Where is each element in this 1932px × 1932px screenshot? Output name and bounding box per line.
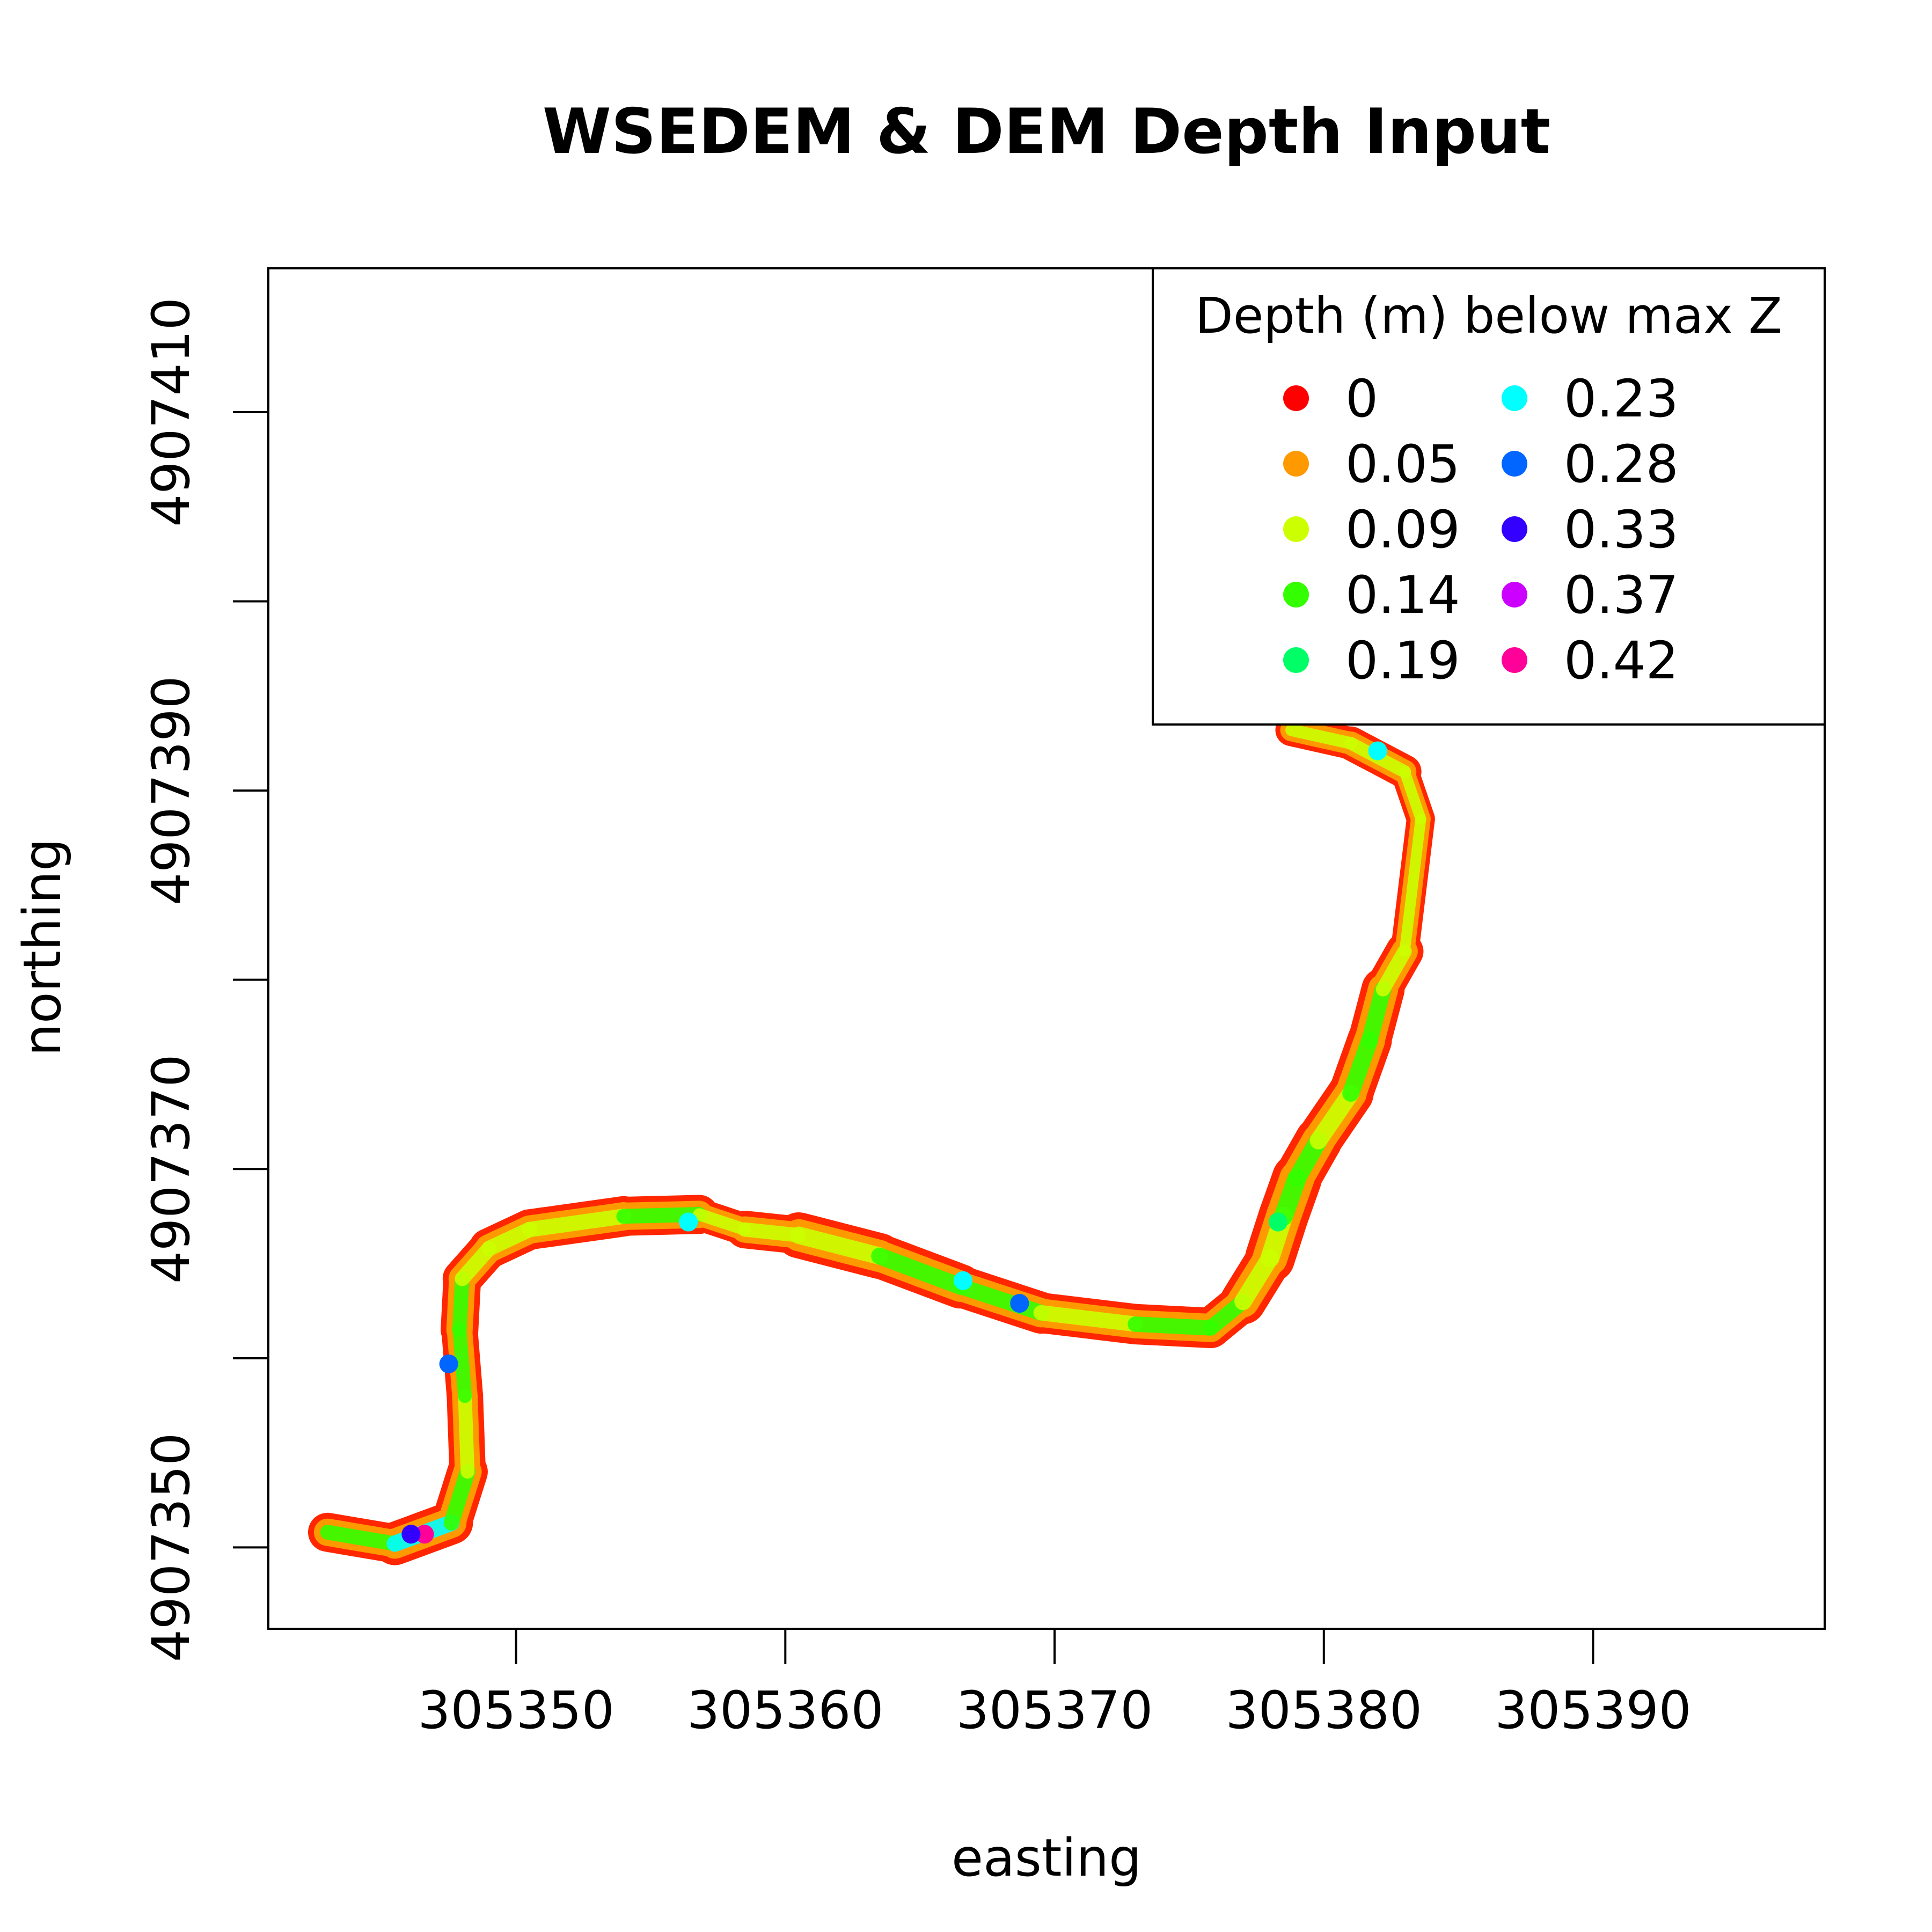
deep-spot bbox=[1368, 741, 1387, 760]
deep-spot bbox=[1268, 1212, 1288, 1232]
channel-core-segment bbox=[1033, 1305, 1143, 1332]
channel-core-segment bbox=[693, 1208, 751, 1236]
channel-core-segment bbox=[458, 1389, 475, 1479]
legend-marker bbox=[1283, 385, 1309, 411]
legend-label: 0.14 bbox=[1345, 565, 1460, 625]
deep-spot bbox=[1010, 1294, 1029, 1313]
legend-marker bbox=[1283, 582, 1309, 608]
y-tick-label: 4907390 bbox=[141, 676, 201, 905]
legend-marker bbox=[1502, 647, 1527, 673]
channel-core-segment bbox=[320, 1525, 402, 1552]
chart-title: WSEDEM & DEM Depth Input bbox=[543, 96, 1550, 168]
deep-spot bbox=[415, 1525, 434, 1544]
x-tick-label: 305370 bbox=[956, 1680, 1153, 1740]
deep-spot bbox=[679, 1212, 698, 1232]
legend-label: 0 bbox=[1345, 369, 1378, 429]
y-axis-label: northing bbox=[12, 838, 72, 1056]
x-axis: 305350 305360 305370 305380 305390 bbox=[418, 1628, 1692, 1740]
channel-core-segment bbox=[522, 1209, 632, 1238]
channel-core-segment bbox=[1309, 1085, 1360, 1150]
channel-raster bbox=[308, 714, 1435, 1565]
y-tick-label: 4907370 bbox=[141, 1054, 201, 1284]
legend-marker bbox=[1502, 385, 1527, 411]
channel-core-segment bbox=[1399, 813, 1426, 957]
deep-spot bbox=[439, 1354, 458, 1373]
legend-marker bbox=[1283, 516, 1309, 542]
channel-core-segment bbox=[871, 1247, 969, 1295]
deep-spot-layer bbox=[401, 741, 1387, 1544]
legend-label: 0.23 bbox=[1564, 369, 1679, 429]
y-axis: 4907350 4907370 4907390 4907410 bbox=[141, 297, 269, 1663]
x-tick-label: 305360 bbox=[687, 1680, 883, 1740]
legend-marker bbox=[1283, 647, 1309, 673]
x-tick-label: 305350 bbox=[418, 1680, 614, 1740]
channel-core-segment bbox=[1342, 1031, 1378, 1102]
channel-core-segment bbox=[1375, 944, 1412, 997]
legend-label: 0.09 bbox=[1345, 500, 1460, 560]
legend-marker bbox=[1502, 516, 1527, 542]
deep-spot bbox=[953, 1271, 973, 1290]
channel-core-segment bbox=[1285, 723, 1357, 750]
legend-label: 0.33 bbox=[1564, 500, 1679, 560]
channel-core-segment bbox=[737, 1222, 806, 1242]
legend-label: 0.28 bbox=[1564, 434, 1679, 494]
channel-core-segment bbox=[443, 1464, 475, 1531]
y-tick-label: 4907410 bbox=[141, 297, 201, 527]
y-tick-label: 4907350 bbox=[141, 1433, 201, 1663]
legend-title: Depth (m) below max Z bbox=[1195, 287, 1782, 345]
legend: Depth (m) below max Z 00.050.090.140.190… bbox=[1152, 267, 1826, 726]
channel-core-segment bbox=[452, 1271, 470, 1337]
x-tick-label: 305380 bbox=[1226, 1680, 1422, 1740]
legend-marker bbox=[1283, 451, 1309, 477]
channel-core-segment bbox=[790, 1226, 889, 1265]
channel-core-segment bbox=[1399, 766, 1426, 824]
legend-label: 0.05 bbox=[1345, 434, 1460, 494]
legend-marker bbox=[1502, 582, 1527, 608]
channel-core-segment bbox=[452, 1323, 472, 1403]
legend-marker bbox=[1502, 451, 1527, 477]
legend-box bbox=[1152, 267, 1826, 726]
x-tick-label: 305390 bbox=[1495, 1680, 1691, 1740]
legend-label: 0.19 bbox=[1345, 631, 1460, 691]
legend-label: 0.37 bbox=[1564, 565, 1679, 625]
channel-core-segment bbox=[952, 1278, 1049, 1321]
legend-entries: 00.050.090.140.19 0.230.280.330.370.42 bbox=[1283, 369, 1679, 691]
channel-core-segment bbox=[1361, 981, 1392, 1049]
legend-label: 0.42 bbox=[1564, 631, 1679, 691]
deep-spot bbox=[401, 1525, 421, 1544]
x-axis-label: easting bbox=[952, 1828, 1141, 1888]
channel-core-segment bbox=[1128, 1316, 1219, 1336]
